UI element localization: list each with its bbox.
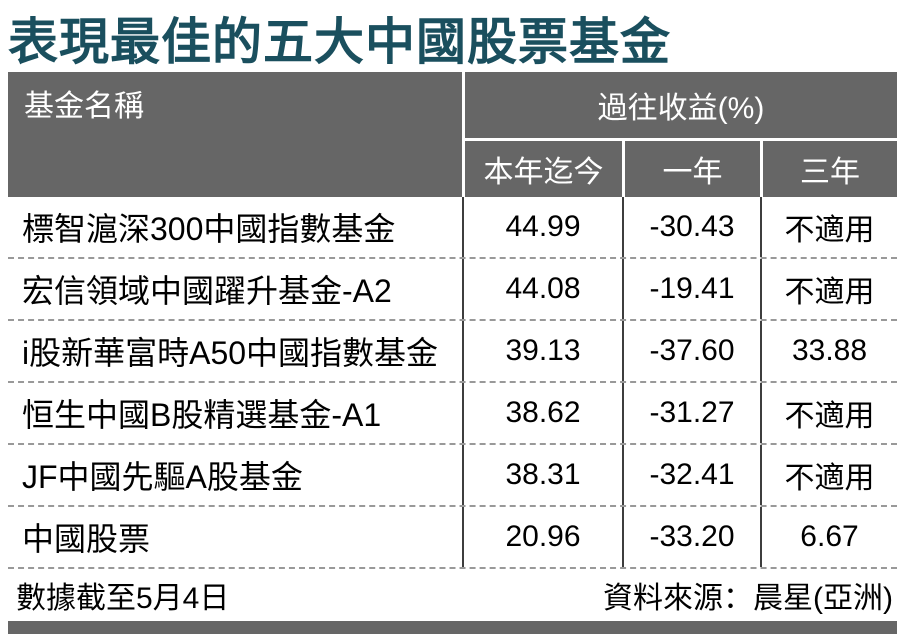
bottom-divider-bar <box>8 621 897 634</box>
col-header-fund-name: 基金名稱 <box>24 90 144 123</box>
one-year-cell: -37.60 <box>622 321 760 381</box>
one-year-cell: -31.27 <box>622 383 760 443</box>
table-header: 基金名稱 過往收益(%) 本年迄今 一年 三年 <box>8 72 897 197</box>
fund-name-cell: 標智滬深300中國指數基金 <box>22 211 396 247</box>
fund-name-cell: 宏信領域中國躍升基金-A2 <box>22 273 392 309</box>
three-year-cell: 不適用 <box>760 445 897 505</box>
three-year-cell: 不適用 <box>760 197 897 257</box>
fund-name-cell: 恒生中國B股精選基金-A1 <box>22 397 382 433</box>
col-header-three-year: 三年 <box>760 141 897 197</box>
table-row: 標智滬深300中國指數基金 44.99 -30.43 不適用 <box>8 197 897 259</box>
one-year-cell: -32.41 <box>622 445 760 505</box>
ytd-cell: 39.13 <box>462 321 622 381</box>
col-header-ytd: 本年迄今 <box>483 156 604 189</box>
returns-header-group: 過往收益(%) 本年迄今 一年 三年 <box>462 72 897 197</box>
one-year-cell: -30.43 <box>622 197 760 257</box>
three-year-cell: 不適用 <box>760 383 897 443</box>
fund-name-cell: 中國股票 <box>22 521 151 557</box>
ytd-cell: 44.99 <box>462 197 622 257</box>
data-source-note: 資料來源：晨星(亞洲) <box>603 582 893 615</box>
three-year-cell: 不適用 <box>760 259 897 319</box>
table-row: i股新華富時A50中國指數基金 39.13 -37.60 33.88 <box>8 321 897 383</box>
table-row: 中國股票 20.96 -33.20 6.67 <box>8 507 897 569</box>
one-year-cell: -19.41 <box>622 259 760 319</box>
ytd-cell: 38.62 <box>462 383 622 443</box>
data-as-of-note: 數據截至5月4日 <box>16 582 230 615</box>
ytd-cell: 20.96 <box>462 507 622 567</box>
col-header-returns-group: 過往收益(%) <box>465 72 897 141</box>
col-header-one-year: 一年 <box>622 141 760 197</box>
table-footer: 數據截至5月4日 資料來源：晨星(亞洲) <box>8 569 897 621</box>
page-title: 表現最佳的五大中國股票基金 <box>8 14 671 70</box>
ytd-cell: 38.31 <box>462 445 622 505</box>
fund-performance-table: 基金名稱 過往收益(%) 本年迄今 一年 三年 標智滬深300中國指數基金 44… <box>8 72 897 569</box>
three-year-cell: 6.67 <box>760 507 897 567</box>
ytd-cell: 44.08 <box>462 259 622 319</box>
three-year-cell: 33.88 <box>760 321 897 381</box>
returns-sub-headers: 本年迄今 一年 三年 <box>465 141 897 197</box>
one-year-cell: -33.20 <box>622 507 760 567</box>
fund-name-cell: i股新華富時A50中國指數基金 <box>22 335 439 371</box>
table-body: 標智滬深300中國指數基金 44.99 -30.43 不適用 宏信領域中國躍升基… <box>8 197 897 569</box>
table-row: 宏信領域中國躍升基金-A2 44.08 -19.41 不適用 <box>8 259 897 321</box>
table-row: 恒生中國B股精選基金-A1 38.62 -31.27 不適用 <box>8 383 897 445</box>
fund-name-cell: JF中國先驅A股基金 <box>22 459 303 495</box>
table-row: JF中國先驅A股基金 38.31 -32.41 不適用 <box>8 445 897 507</box>
